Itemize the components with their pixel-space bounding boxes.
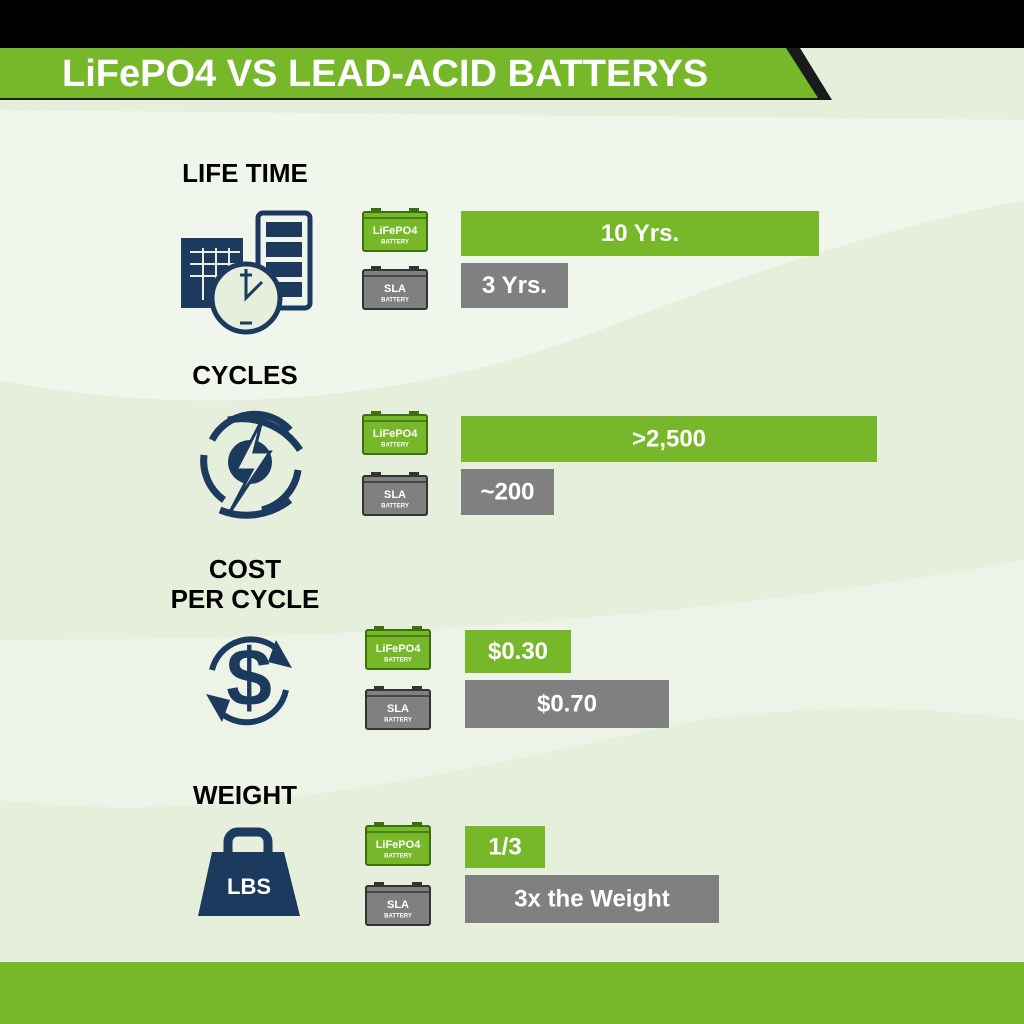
title: LiFePO4 VS LEAD-ACID BATTERYS bbox=[62, 53, 708, 95]
dollar-sign: $ bbox=[226, 633, 272, 724]
battery-name: LiFePO4 bbox=[376, 643, 422, 655]
battery-terminal bbox=[412, 882, 422, 887]
comparison-value: 3x the Weight bbox=[514, 885, 670, 912]
battery-icon: SLA BATTERY bbox=[362, 472, 428, 516]
comparison-bar bbox=[461, 469, 554, 515]
battery-sub: BATTERY bbox=[384, 658, 412, 664]
cycles-icon bbox=[200, 410, 303, 519]
battery-body bbox=[365, 689, 431, 730]
battery-icon: LiFePO4 BATTERY bbox=[362, 208, 428, 252]
weight-label: LBS bbox=[227, 874, 271, 899]
comparison-bar bbox=[465, 630, 571, 673]
battery-name: SLA bbox=[384, 489, 406, 501]
comparison-value: ~200 bbox=[480, 478, 534, 505]
comparison-value: 10 Yrs. bbox=[601, 220, 679, 247]
battery-icon: SLA BATTERY bbox=[362, 266, 428, 310]
comparison-bar bbox=[465, 875, 719, 923]
section-heading: LIFE TIME bbox=[182, 158, 308, 188]
battery-sub: BATTERY bbox=[381, 240, 409, 246]
battery-sub: BATTERY bbox=[384, 854, 412, 860]
battery-terminal bbox=[409, 208, 419, 213]
battery-body bbox=[365, 885, 431, 926]
section-heading: COST bbox=[209, 554, 281, 584]
battery-sub: BATTERY bbox=[384, 914, 412, 920]
battery-terminal bbox=[371, 266, 381, 271]
battery-sub: BATTERY bbox=[381, 298, 409, 304]
battery-terminal bbox=[371, 208, 381, 213]
comparison-value: 1/3 bbox=[488, 833, 521, 860]
battery-icon: SLA BATTERY bbox=[365, 882, 431, 926]
battery-terminal bbox=[412, 686, 422, 691]
battery-terminal bbox=[374, 822, 384, 827]
section-heading: CYCLES bbox=[192, 360, 297, 390]
battery-name: LiFePO4 bbox=[376, 839, 422, 851]
battery-body bbox=[362, 269, 428, 310]
battery-terminal bbox=[371, 472, 381, 477]
battery-terminal bbox=[409, 472, 419, 477]
battery-body bbox=[362, 475, 428, 516]
top-band bbox=[0, 0, 1024, 48]
cost-icon: $ bbox=[206, 633, 292, 726]
battery-name: SLA bbox=[387, 899, 409, 911]
comparison-bar bbox=[461, 416, 877, 462]
battery-body bbox=[365, 629, 431, 670]
comparison-value: >2,500 bbox=[632, 425, 706, 452]
battery-name: LiFePO4 bbox=[373, 428, 419, 440]
lifetime-icon bbox=[181, 210, 313, 335]
battery-name: LiFePO4 bbox=[373, 225, 419, 237]
battery-name: SLA bbox=[384, 283, 406, 295]
comparison-value: $0.70 bbox=[537, 690, 597, 717]
battery-name: SLA bbox=[387, 703, 409, 715]
battery-sub: BATTERY bbox=[381, 443, 409, 449]
battery-terminal bbox=[409, 266, 419, 271]
section-heading: WEIGHT bbox=[193, 780, 297, 810]
battery-icon: LiFePO4 BATTERY bbox=[362, 411, 428, 455]
section-heading: PER CYCLE bbox=[171, 584, 320, 614]
battery-sub: BATTERY bbox=[384, 718, 412, 724]
battery-icon: SLA BATTERY bbox=[365, 686, 431, 730]
comparison-bar bbox=[465, 826, 545, 868]
battery-terminal bbox=[371, 411, 381, 416]
battery-icon: LiFePO4 BATTERY bbox=[365, 822, 431, 866]
battery-terminal bbox=[374, 686, 384, 691]
battery-body bbox=[362, 414, 428, 455]
battery-terminal bbox=[374, 626, 384, 631]
comparison-bar bbox=[461, 211, 819, 256]
bottom-band bbox=[0, 962, 1024, 1024]
battery-terminal bbox=[412, 626, 422, 631]
battery-sub: BATTERY bbox=[381, 504, 409, 510]
weight-icon: LBS bbox=[198, 827, 300, 916]
battery-icon: LiFePO4 BATTERY bbox=[365, 626, 431, 670]
battery-body bbox=[362, 211, 428, 252]
comparison-bar bbox=[461, 263, 568, 308]
comparison-value: $0.30 bbox=[488, 638, 548, 665]
battery-body bbox=[365, 825, 431, 866]
battery-terminal bbox=[412, 822, 422, 827]
battery-terminal bbox=[374, 882, 384, 887]
battery-terminal bbox=[409, 411, 419, 416]
title-banner bbox=[0, 48, 818, 98]
comparison-bar bbox=[465, 680, 669, 728]
comparison-value: 3 Yrs. bbox=[482, 272, 547, 299]
